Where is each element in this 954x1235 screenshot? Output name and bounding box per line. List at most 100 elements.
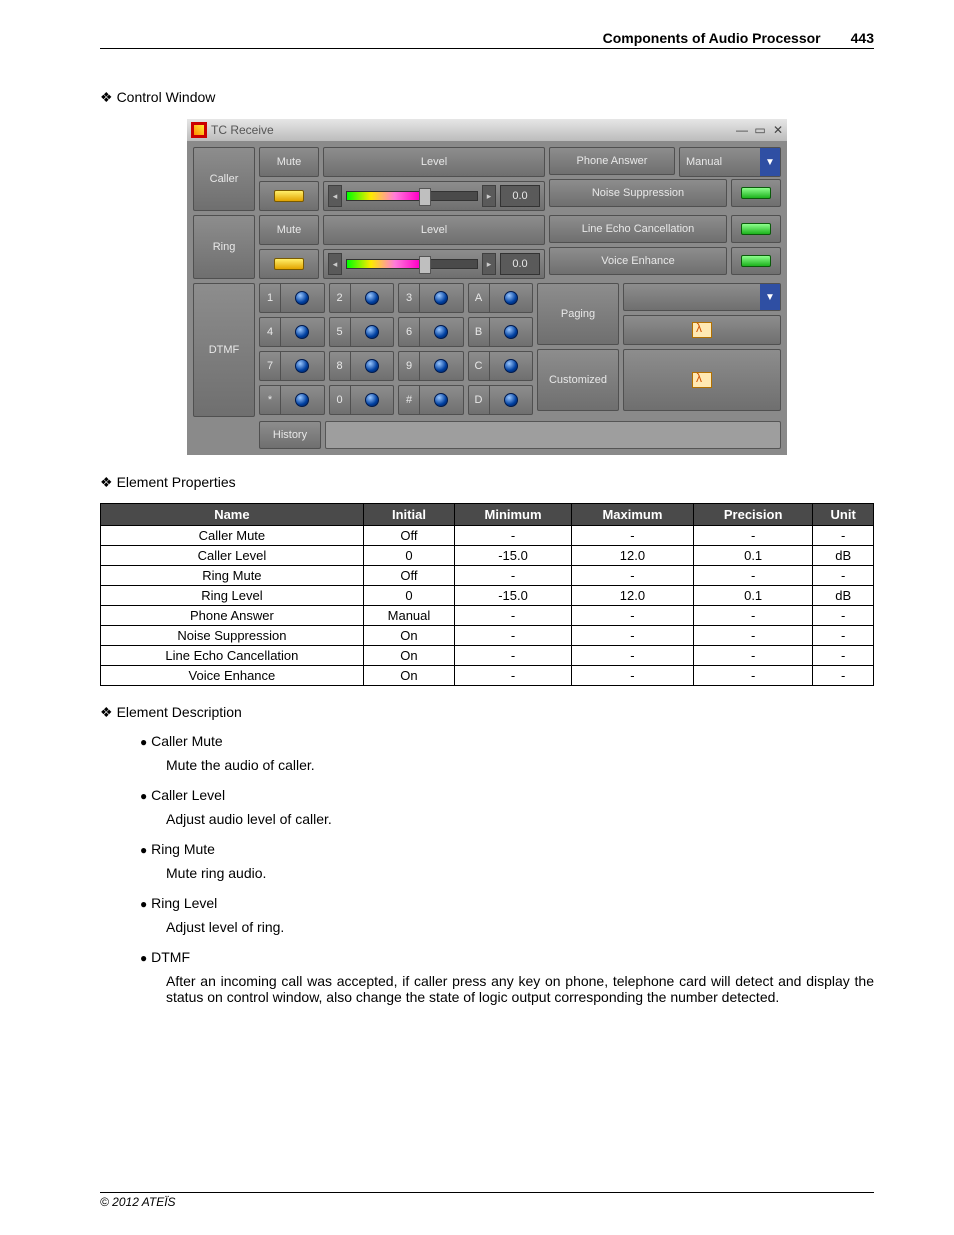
- table-cell: Phone Answer: [101, 606, 364, 626]
- table-cell: -: [693, 606, 812, 626]
- ring-level-slider[interactable]: ◂ ▸ 0.0: [323, 249, 545, 279]
- dtmf-key-6[interactable]: 6: [398, 317, 464, 347]
- table-cell: On: [363, 666, 454, 686]
- phone-answer-dropdown[interactable]: Manual ▼: [679, 147, 781, 177]
- echo-cancel-toggle[interactable]: [731, 215, 781, 243]
- window-titlebar[interactable]: TC Receive — ▭ ✕: [187, 119, 787, 141]
- slider-track[interactable]: [346, 191, 478, 201]
- dtmf-key-#[interactable]: #: [398, 385, 464, 415]
- table-cell: -: [571, 666, 693, 686]
- dtmf-keypad: 123A 45 6B 7 8 9C *0 #D: [259, 283, 533, 417]
- dtmf-key-2[interactable]: 2: [329, 283, 395, 313]
- table-cell: Caller Level: [101, 546, 364, 566]
- key-led: [490, 385, 534, 415]
- dtmf-key-*[interactable]: *: [259, 385, 325, 415]
- phone-answer-value: Manual: [680, 156, 760, 168]
- table-cell: 0: [363, 586, 454, 606]
- key-label: 8: [329, 351, 351, 381]
- key-led: [281, 317, 325, 347]
- slider-track[interactable]: [346, 259, 478, 269]
- table-cell: -: [813, 606, 874, 626]
- dot-icon: [504, 393, 518, 407]
- description-text: Mute the audio of caller.: [166, 757, 874, 773]
- header-title: Components of Audio Processor: [603, 30, 821, 46]
- dtmf-key-5[interactable]: 5: [329, 317, 395, 347]
- ring-level-label: Level: [323, 215, 545, 245]
- ring-mute-label: Mute: [259, 215, 319, 245]
- table-header: Unit: [813, 504, 874, 526]
- noise-suppression-label: Noise Suppression: [549, 179, 727, 207]
- table-cell: Off: [363, 566, 454, 586]
- paging-action-button[interactable]: [623, 315, 781, 345]
- table-cell: Noise Suppression: [101, 626, 364, 646]
- table-cell: -: [571, 526, 693, 546]
- nudge-right-icon[interactable]: ▸: [482, 253, 496, 275]
- dtmf-key-7[interactable]: 7: [259, 351, 325, 381]
- dtmf-key-D[interactable]: D: [468, 385, 534, 415]
- dtmf-key-C[interactable]: C: [468, 351, 534, 381]
- caller-level-label: Level: [323, 147, 545, 177]
- dot-icon: [434, 291, 448, 305]
- table-cell: Ring Level: [101, 586, 364, 606]
- paging-dropdown[interactable]: ▼: [623, 283, 781, 311]
- table-row: Ring MuteOff----: [101, 566, 874, 586]
- table-header: Initial: [363, 504, 454, 526]
- description-term: Ring Mute: [151, 841, 215, 857]
- table-cell: -15.0: [455, 586, 572, 606]
- table-cell: Off: [363, 526, 454, 546]
- table-row: Phone AnswerManual----: [101, 606, 874, 626]
- led-icon: [274, 258, 304, 270]
- dtmf-key-1[interactable]: 1: [259, 283, 325, 313]
- close-icon[interactable]: ✕: [769, 123, 787, 137]
- key-label: 7: [259, 351, 281, 381]
- chevron-down-icon: ▼: [760, 284, 780, 310]
- minimize-icon[interactable]: —: [733, 123, 751, 137]
- phone-answer-label: Phone Answer: [549, 147, 675, 175]
- noise-suppression-toggle[interactable]: [731, 179, 781, 207]
- nudge-right-icon[interactable]: ▸: [482, 185, 496, 207]
- maximize-icon[interactable]: ▭: [751, 123, 769, 137]
- dot-icon: [365, 325, 379, 339]
- dtmf-key-0[interactable]: 0: [329, 385, 395, 415]
- properties-table: NameInitialMinimumMaximumPrecisionUnit C…: [100, 503, 874, 686]
- key-led: [281, 283, 325, 313]
- table-cell: -: [455, 626, 572, 646]
- customized-label: Customized: [537, 349, 619, 411]
- key-led: [490, 317, 534, 347]
- table-cell: -: [455, 666, 572, 686]
- table-cell: Voice Enhance: [101, 666, 364, 686]
- voice-enhance-toggle[interactable]: [731, 247, 781, 275]
- description-text: Mute ring audio.: [166, 865, 874, 881]
- led-icon: [741, 223, 771, 235]
- table-row: Caller MuteOff----: [101, 526, 874, 546]
- history-field[interactable]: [325, 421, 781, 449]
- description-item: ● Caller LevelAdjust audio level of call…: [140, 787, 874, 827]
- table-cell: -: [571, 646, 693, 666]
- dtmf-key-B[interactable]: B: [468, 317, 534, 347]
- dtmf-key-9[interactable]: 9: [398, 351, 464, 381]
- caller-mute-toggle[interactable]: [259, 181, 319, 211]
- key-label: 5: [329, 317, 351, 347]
- table-cell: Manual: [363, 606, 454, 626]
- ring-mute-toggle[interactable]: [259, 249, 319, 279]
- led-icon: [741, 255, 771, 267]
- description-term: Caller Level: [151, 787, 225, 803]
- table-cell: -: [813, 526, 874, 546]
- nudge-left-icon[interactable]: ◂: [328, 253, 342, 275]
- ring-level-value: 0.0: [500, 253, 540, 275]
- description-list: ● Caller MuteMute the audio of caller.● …: [140, 733, 874, 1005]
- dot-icon: [295, 393, 309, 407]
- key-label: 0: [329, 385, 351, 415]
- table-cell: On: [363, 646, 454, 666]
- dtmf-key-A[interactable]: A: [468, 283, 534, 313]
- customized-action-button[interactable]: [623, 349, 781, 411]
- caller-level-slider[interactable]: ◂ ▸ 0.0: [323, 181, 545, 211]
- table-cell: -: [571, 606, 693, 626]
- key-led: [420, 385, 464, 415]
- nudge-left-icon[interactable]: ◂: [328, 185, 342, 207]
- table-cell: -: [455, 566, 572, 586]
- dtmf-key-3[interactable]: 3: [398, 283, 464, 313]
- dtmf-key-4[interactable]: 4: [259, 317, 325, 347]
- table-cell: 0: [363, 546, 454, 566]
- dtmf-key-8[interactable]: 8: [329, 351, 395, 381]
